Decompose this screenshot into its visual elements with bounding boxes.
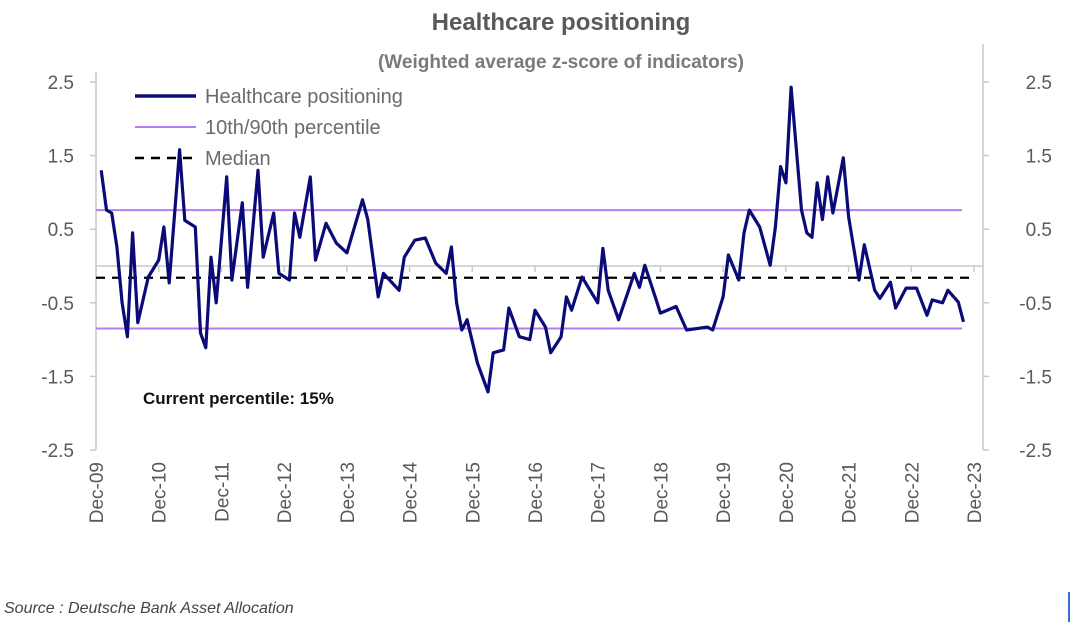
- source-note: Source : Deutsche Bank Asset Allocation: [4, 600, 294, 617]
- chart-title: Healthcare positioning: [432, 9, 691, 36]
- current-percentile-annotation: Current percentile: 15%: [143, 389, 334, 408]
- text-cursor: [1068, 592, 1070, 622]
- x-tick-label: Dec-21: [840, 462, 861, 523]
- x-tick-label: Dec-11: [212, 462, 233, 522]
- y-tick-label-left: 0.5: [48, 220, 74, 241]
- x-tick-label: Dec-19: [714, 462, 735, 523]
- y-tick-label-right: 1.5: [1026, 147, 1052, 168]
- x-tick-label: Dec-22: [902, 462, 923, 523]
- x-tick-label: Dec-14: [401, 462, 422, 524]
- legend: Healthcare positioning 10th/90th percent…: [135, 86, 403, 170]
- y-tick-label-right: 2.5: [1026, 73, 1052, 94]
- x-tick-label: Dec-23: [965, 462, 986, 523]
- x-tick-label: Dec-15: [463, 462, 484, 523]
- series-line-healthcare-positioning: [99, 85, 966, 394]
- x-tick-label: Dec-16: [526, 462, 547, 523]
- y-tick-label-left: -1.5: [41, 367, 74, 388]
- x-tick-label: Dec-10: [150, 462, 171, 523]
- y-tick-label-left: -2.5: [41, 441, 74, 462]
- y-tick-label-left: 2.5: [48, 73, 74, 94]
- y-tick-label-right: -1.5: [1019, 367, 1052, 388]
- x-tick-label: Dec-13: [338, 462, 359, 523]
- legend-label-series: Healthcare positioning: [205, 86, 403, 108]
- chart-subtitle: (Weighted average z-score of indicators): [378, 52, 744, 73]
- x-tick-label: Dec-20: [777, 462, 798, 523]
- y-tick-label-right: -2.5: [1019, 441, 1052, 462]
- y-tick-label-right: 0.5: [1026, 220, 1052, 241]
- legend-label-median: Median: [205, 148, 271, 170]
- y-tick-label-left: 1.5: [48, 147, 74, 168]
- y-tick-label-left: -0.5: [41, 294, 74, 315]
- series-points: [101, 87, 964, 392]
- legend-label-percentile: 10th/90th percentile: [205, 117, 381, 139]
- x-tick-label: Dec-17: [589, 462, 610, 523]
- x-tick-label: Dec-09: [87, 462, 108, 523]
- x-tick-label: Dec-12: [275, 462, 296, 523]
- axes: 2.5 2.5 1.5 1.5 0.5 0.5 -0.5 -0.5 -1.5 -1.5 -2.5 -2…: [41, 44, 1052, 523]
- y-tick-label-right: -0.5: [1019, 294, 1052, 315]
- x-tick-label: Dec-18: [651, 462, 672, 523]
